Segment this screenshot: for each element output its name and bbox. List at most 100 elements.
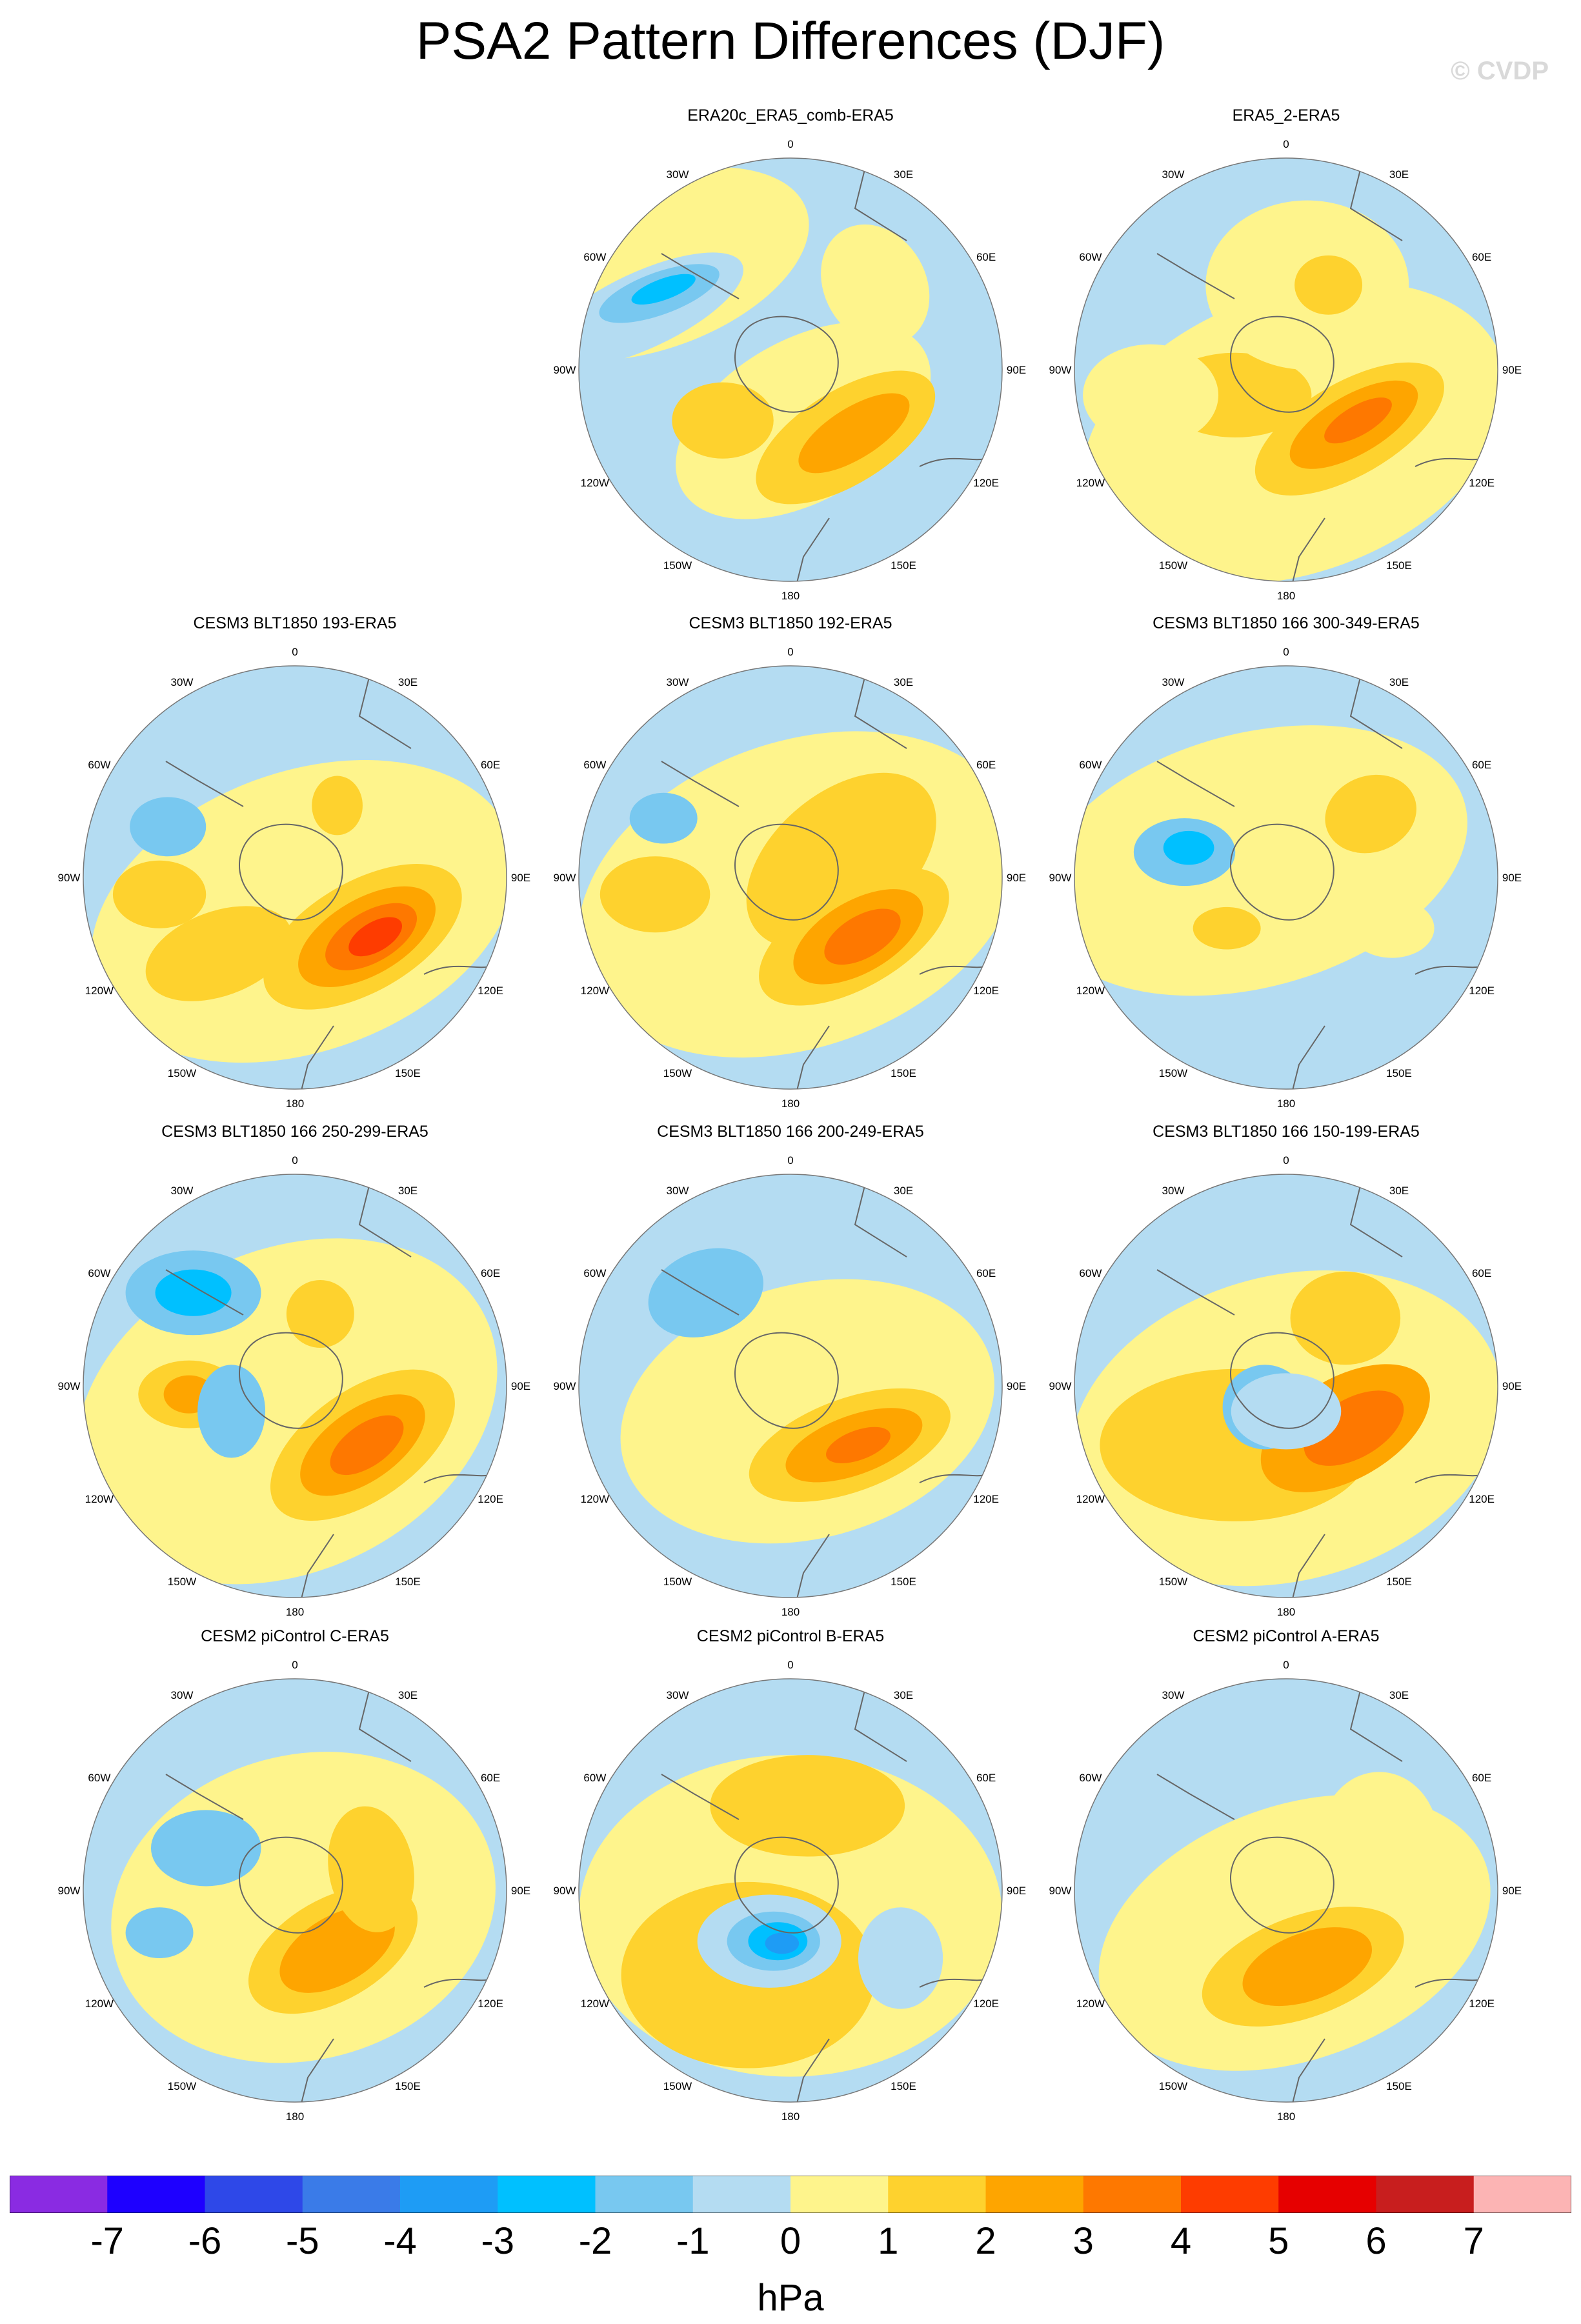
longitude-label: 90E xyxy=(1502,872,1522,884)
longitude-label: 90E xyxy=(511,872,530,884)
longitude-label: 180 xyxy=(781,1606,800,1618)
panel-title: CESM3 BLT1850 192-ERA5 xyxy=(689,614,892,632)
polar-map: 0 30E 60E 90E 120E 150E 180 150W 120W 90W 60W 30W xyxy=(554,1659,1027,2123)
colorbar-tick-label: 5 xyxy=(1268,2220,1289,2262)
longitude-label: 90W xyxy=(58,1380,81,1392)
contour-region xyxy=(629,792,698,844)
longitude-label: 30W xyxy=(667,1185,689,1197)
longitude-label: 120W xyxy=(1076,477,1105,489)
longitude-label: 150W xyxy=(1159,1067,1187,1079)
contour-region xyxy=(312,776,363,836)
colorbar-tick-label: -3 xyxy=(481,2220,515,2262)
coastline xyxy=(165,1774,244,1820)
longitude-label: 120E xyxy=(1469,1998,1495,2010)
contour-region xyxy=(765,1932,800,1954)
longitude-label: 150E xyxy=(891,1067,916,1079)
colorbar-swatch xyxy=(985,2176,1084,2213)
longitude-label: 60W xyxy=(1079,1267,1102,1279)
coastline xyxy=(1230,1836,1334,1934)
coastline xyxy=(1230,316,1334,413)
contour-region xyxy=(1231,1373,1342,1450)
longitude-label: 0 xyxy=(1283,138,1289,150)
colorbar-tick-label: 2 xyxy=(975,2220,996,2262)
panel-title: CESM3 BLT1850 166 300-349-ERA5 xyxy=(1153,614,1420,632)
panel-title: ERA20c_ERA5_comb-ERA5 xyxy=(687,106,894,125)
coastline xyxy=(301,1534,334,1598)
longitude-label: 30W xyxy=(667,168,689,181)
longitude-label: 120W xyxy=(581,985,609,997)
longitude-label: 180 xyxy=(1277,1606,1295,1618)
longitude-label: 150E xyxy=(1386,1067,1412,1079)
colorbar-swatch xyxy=(302,2176,401,2213)
longitude-label: 90W xyxy=(1049,1380,1072,1392)
contour-region xyxy=(1083,344,1219,446)
map-border xyxy=(1074,1678,1498,2103)
coastline xyxy=(661,1774,740,1820)
longitude-label: 120E xyxy=(478,1998,503,2010)
longitude-label: 30W xyxy=(1162,676,1185,688)
polar-map: 0 30E 60E 90E 120E 150E 180 150W 120W 90W 60W 30W xyxy=(1049,646,1522,1110)
coastline xyxy=(1292,1025,1325,1089)
longitude-label: 60E xyxy=(976,1772,996,1784)
longitude-label: 90W xyxy=(58,872,81,884)
coastline xyxy=(854,1679,907,1762)
longitude-label: 60E xyxy=(976,251,996,263)
longitude-label: 180 xyxy=(286,2110,304,2123)
map-border xyxy=(1074,665,1498,1090)
longitude-label: 180 xyxy=(781,590,800,602)
coastline xyxy=(1156,761,1235,807)
contour-region xyxy=(125,1907,194,1958)
colorbar-tick-label: 3 xyxy=(1072,2220,1094,2262)
map-border xyxy=(1074,157,1498,582)
contour-region xyxy=(83,1238,498,1585)
colorbar-swatch xyxy=(1278,2176,1376,2213)
colorbar-tick-label: 7 xyxy=(1463,2220,1484,2262)
longitude-label: 90E xyxy=(1502,1380,1522,1392)
colorbar-tick-label: -1 xyxy=(676,2220,710,2262)
panel-title: CESM3 BLT1850 193-ERA5 xyxy=(193,614,397,632)
coastline xyxy=(301,2038,334,2102)
longitude-label: 120E xyxy=(973,985,999,997)
longitude-label: 60W xyxy=(583,1267,606,1279)
longitude-label: 60E xyxy=(1472,1772,1491,1784)
map-border xyxy=(83,1174,507,1598)
colorbar-swatch xyxy=(790,2176,889,2213)
longitude-label: 0 xyxy=(787,1659,793,1671)
contour-region xyxy=(155,1269,232,1316)
colorbar-units: hPa xyxy=(757,2277,824,2319)
contour-region xyxy=(579,167,809,361)
contour-region xyxy=(824,908,901,965)
longitude-label: 60W xyxy=(88,1772,110,1784)
colorbar-swatch xyxy=(692,2176,791,2213)
coastline xyxy=(734,316,839,413)
colorbar-tick-label: -6 xyxy=(188,2220,222,2262)
longitude-label: 60E xyxy=(481,1772,500,1784)
contour-region xyxy=(330,1415,404,1476)
colorbar-tick-label: 1 xyxy=(878,2220,899,2262)
coastline xyxy=(854,666,907,749)
panel-title: CESM2 piControl B-ERA5 xyxy=(696,1627,885,1645)
colorbar-swatch xyxy=(1376,2176,1475,2213)
contour-region xyxy=(1320,1772,1439,1908)
coastline xyxy=(796,1534,830,1598)
contour-region xyxy=(672,382,774,459)
map-border xyxy=(578,1174,1003,1598)
contour-region xyxy=(130,797,206,857)
colorbar-swatch xyxy=(400,2176,498,2213)
longitude-label: 60W xyxy=(583,251,606,263)
longitude-label: 30E xyxy=(1389,676,1409,688)
polar-map: 0 30E 60E 90E 120E 150E 180 150W 120W 90W 60W 30W xyxy=(1049,1154,1522,1618)
longitude-label: 150E xyxy=(395,2080,421,2092)
polar-map: 0 30E 60E 90E 120E 150E 180 150W 120W 90W 60W 30W xyxy=(58,1154,531,1618)
longitude-label: 60E xyxy=(1472,1267,1491,1279)
longitude-label: 150E xyxy=(891,559,916,572)
coastline xyxy=(854,158,907,241)
longitude-label: 0 xyxy=(292,646,297,658)
longitude-label: 60E xyxy=(1472,251,1491,263)
coastline xyxy=(301,1025,334,1089)
longitude-label: 90W xyxy=(1049,872,1072,884)
longitude-label: 30E xyxy=(398,676,418,688)
longitude-label: 60W xyxy=(583,1772,606,1784)
longitude-label: 60W xyxy=(88,759,110,771)
panel-title: CESM3 BLT1850 166 150-199-ERA5 xyxy=(1153,1123,1420,1141)
